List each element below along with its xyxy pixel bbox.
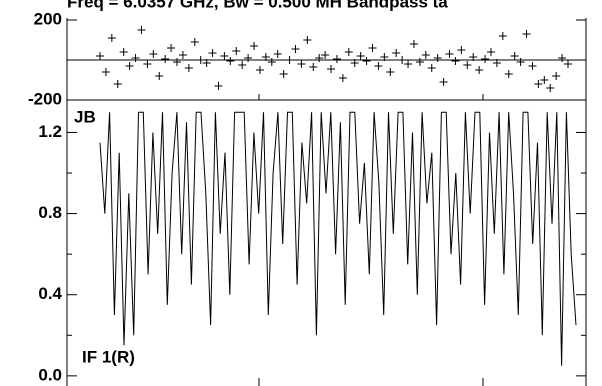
marker — [350, 59, 359, 67]
marker — [285, 56, 294, 64]
marker — [368, 44, 377, 52]
marker — [238, 61, 247, 69]
marker — [255, 66, 264, 74]
marker — [119, 48, 128, 56]
marker — [244, 54, 253, 62]
marker — [273, 50, 282, 58]
marker — [327, 65, 336, 73]
chart-title: Freq = 6.0357 GHz, Bw = 0.500 MH Bandpas… — [67, 0, 448, 11]
marker — [409, 40, 418, 48]
marker — [173, 58, 182, 66]
marker — [427, 64, 436, 72]
marker — [267, 58, 276, 66]
marker — [374, 62, 383, 70]
marker — [279, 70, 288, 78]
marker — [208, 49, 217, 57]
marker — [96, 52, 104, 60]
y-tick-label: 1.2 — [38, 122, 62, 141]
marker — [261, 53, 270, 61]
marker — [504, 70, 513, 78]
marker — [415, 58, 424, 66]
marker — [451, 57, 460, 65]
marker — [332, 55, 341, 63]
marker — [356, 52, 365, 60]
marker — [552, 72, 561, 80]
marker — [190, 38, 199, 46]
amplitude-line — [99, 111, 577, 366]
y-tick-label: 0.8 — [38, 203, 62, 222]
marker — [250, 42, 259, 50]
marker — [344, 48, 353, 56]
y-tick-label: 0.0 — [38, 365, 62, 384]
y-tick-label: 200 — [34, 9, 62, 28]
marker — [297, 60, 306, 68]
marker — [421, 51, 430, 59]
marker — [226, 57, 235, 65]
marker — [528, 62, 537, 70]
marker — [178, 51, 187, 59]
marker — [392, 49, 401, 57]
marker — [486, 48, 495, 56]
marker — [167, 44, 176, 52]
marker — [143, 60, 152, 68]
marker — [498, 32, 507, 40]
marker — [220, 52, 229, 60]
marker — [433, 54, 442, 62]
marker — [113, 80, 122, 88]
y-tick-label: -200 — [28, 89, 62, 108]
marker — [481, 55, 490, 63]
marker — [445, 50, 454, 58]
marker — [386, 68, 395, 76]
marker — [564, 60, 572, 68]
marker — [522, 30, 531, 38]
marker — [202, 59, 211, 67]
marker — [214, 82, 223, 90]
marker — [137, 26, 146, 34]
marker — [155, 72, 164, 80]
marker — [558, 54, 567, 62]
marker — [321, 51, 330, 59]
marker — [303, 36, 312, 44]
marker — [291, 45, 300, 53]
marker — [469, 53, 478, 61]
marker — [232, 47, 241, 55]
marker — [534, 80, 543, 88]
marker — [516, 58, 525, 66]
marker — [540, 76, 549, 84]
antenna-label: JB — [74, 107, 96, 126]
marker — [149, 50, 158, 58]
marker — [398, 56, 407, 64]
marker — [184, 64, 193, 72]
marker — [546, 84, 555, 92]
marker — [101, 68, 110, 76]
marker — [107, 34, 116, 42]
y-tick-label: 0.4 — [38, 284, 62, 303]
marker — [439, 78, 448, 86]
marker — [463, 61, 472, 69]
marker — [404, 60, 413, 68]
marker — [161, 55, 170, 63]
marker — [510, 52, 519, 60]
marker — [380, 53, 389, 61]
marker — [492, 59, 501, 67]
marker — [362, 57, 371, 65]
marker — [131, 54, 140, 62]
marker — [315, 54, 324, 62]
marker — [338, 74, 347, 82]
marker — [309, 63, 318, 71]
marker — [125, 62, 134, 70]
marker — [475, 66, 484, 74]
if-label: IF 1(R) — [82, 347, 135, 366]
marker — [196, 56, 205, 64]
marker — [457, 46, 466, 54]
